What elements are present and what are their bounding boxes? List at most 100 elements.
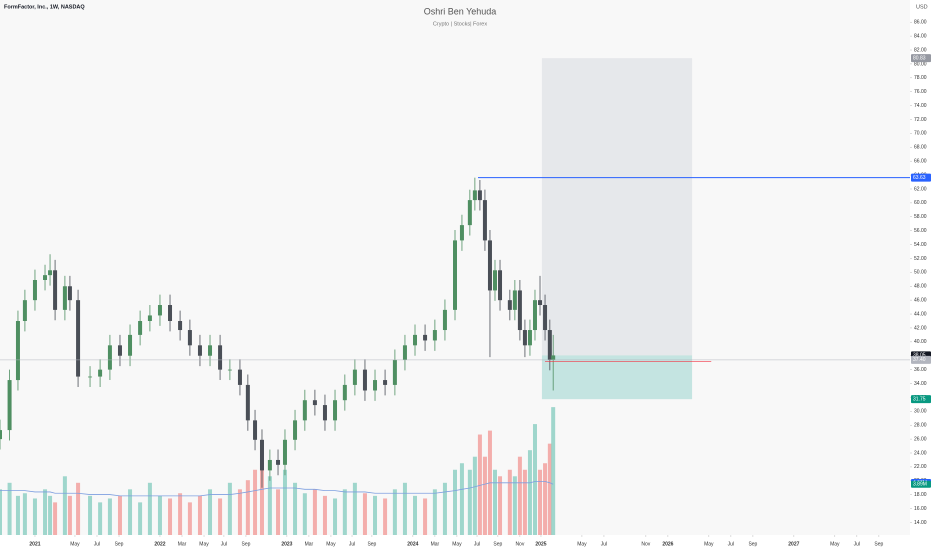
- volume-bar: [413, 495, 418, 535]
- y-tick-label: 54.00: [914, 242, 927, 248]
- volume-bar: [517, 456, 522, 535]
- price-label-box: [911, 173, 931, 182]
- volume-bar: [392, 489, 397, 535]
- volume-bar: [53, 502, 58, 535]
- y-tick-label: 24.00: [914, 450, 927, 456]
- y-tick-label: 58.00: [914, 214, 927, 220]
- plot: [0, 58, 910, 535]
- header: Oshri Ben Yehuda: [424, 6, 497, 16]
- candle-body: [342, 384, 347, 401]
- volume-label-box: [911, 480, 931, 488]
- x-tick-label: Sep: [241, 541, 250, 547]
- x-tick-label: Sep: [493, 541, 502, 547]
- volume-bar: [402, 482, 407, 535]
- price-label-box: [911, 54, 931, 63]
- volume-bar: [547, 443, 552, 535]
- candle-body: [293, 420, 298, 440]
- candle-body: [459, 225, 464, 241]
- candle-body: [98, 369, 103, 377]
- volume-bar: [178, 493, 183, 535]
- candle-body: [392, 359, 397, 385]
- price-label: 80.83: [913, 55, 926, 61]
- candle-body: [0, 430, 2, 440]
- candle-body: [53, 270, 58, 310]
- y-tick-label: 70.00: [914, 131, 927, 137]
- candle-body: [62, 286, 67, 310]
- candle-body: [48, 270, 53, 276]
- candle-body: [208, 345, 213, 356]
- candle-body: [432, 330, 437, 341]
- volume-ma-line: [0, 481, 554, 497]
- volume-bar: [227, 482, 232, 535]
- price-label: 38.05: [913, 353, 926, 359]
- volume-bar: [245, 480, 250, 535]
- y-tick-label: 50.00: [914, 270, 927, 276]
- volume-bar: [333, 498, 338, 535]
- volume-bar: [453, 469, 457, 535]
- candle-body: [218, 345, 223, 370]
- candle-body: [245, 384, 250, 421]
- currency: USD: [916, 4, 928, 10]
- candle-body: [88, 376, 93, 378]
- volume-bar: [492, 469, 497, 535]
- candle-body: [373, 380, 378, 391]
- candle-body: [7, 380, 12, 431]
- x-tick-label: May: [199, 541, 209, 547]
- y-tick-label: 56.00: [914, 228, 927, 234]
- volume-bar: [342, 489, 347, 535]
- x-tick-label: Sep: [748, 541, 757, 547]
- x-tick-label: 2022: [154, 541, 165, 547]
- candle-body: [453, 240, 457, 310]
- candle-body: [498, 270, 503, 301]
- volume-bar: [312, 489, 317, 535]
- volume-bar: [432, 489, 437, 535]
- volume-bar: [276, 489, 281, 535]
- volume-bar: [362, 493, 367, 535]
- volume-bar: [7, 482, 12, 535]
- candle-body: [253, 420, 258, 440]
- y-tick-label: 52.00: [914, 256, 927, 262]
- x-tick-label: 2024: [407, 541, 418, 547]
- candle-body: [522, 330, 527, 346]
- candle-body: [413, 334, 418, 346]
- candle-body: [517, 290, 522, 331]
- candle-body: [282, 439, 287, 465]
- volume-bar: [98, 502, 103, 535]
- y-tick-label: 86.00: [914, 20, 927, 26]
- y-tick-label: 28.00: [914, 423, 927, 429]
- candle-body: [442, 309, 447, 331]
- candle-body: [402, 345, 407, 360]
- candle-body: [383, 380, 388, 385]
- candle-body: [107, 345, 112, 370]
- volume-bar: [88, 495, 93, 535]
- y-tick-label: 16.00: [914, 506, 927, 512]
- candle-body: [32, 280, 37, 301]
- candle-body: [467, 200, 472, 226]
- x-tick-label: May: [704, 541, 714, 547]
- volume-bar: [76, 482, 81, 535]
- volume-bar: [138, 502, 143, 535]
- y-tick-label: 26.00: [914, 436, 927, 442]
- y-tick-label: 18.00: [914, 492, 927, 498]
- volume-bar: [0, 489, 2, 535]
- price-axis-background: [910, 0, 932, 550]
- y-tick-label: 66.00: [914, 159, 927, 165]
- candle-body: [43, 275, 48, 281]
- x-tick-label: 2021: [29, 541, 40, 547]
- x-tick-label: May: [452, 541, 462, 547]
- candle-body: [482, 200, 487, 241]
- candle-body: [76, 300, 81, 377]
- volume-bar: [302, 493, 307, 535]
- price-label: 37.40: [913, 357, 926, 363]
- candle-body: [157, 305, 162, 316]
- y-tick-label: 44.00: [914, 311, 927, 317]
- candle-body: [312, 400, 317, 406]
- volume-bar: [62, 476, 67, 535]
- volume-bar: [472, 456, 477, 535]
- volume-bar: [373, 495, 378, 535]
- volume-bar: [442, 482, 447, 535]
- price-label-box: [911, 395, 931, 404]
- volume-bar: [498, 476, 503, 535]
